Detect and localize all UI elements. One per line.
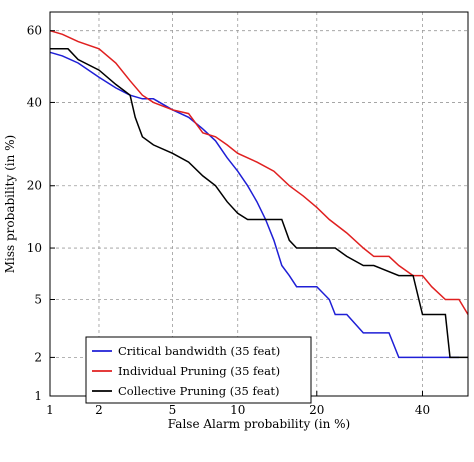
y-tick-label: 10 xyxy=(27,241,42,255)
x-tick-label: 5 xyxy=(169,403,177,417)
x-tick-label: 10 xyxy=(230,403,245,417)
series-line-3 xyxy=(50,48,468,359)
x-tick-label: 40 xyxy=(415,403,430,417)
x-axis-label: False Alarm probability (in %) xyxy=(168,417,350,431)
legend-entry-2: Individual Pruning (35 feat) xyxy=(118,364,280,378)
x-tick-label: 2 xyxy=(95,403,103,417)
y-tick-label: 20 xyxy=(27,179,42,193)
series-lines xyxy=(49,29,469,359)
y-tick-label: 60 xyxy=(27,24,42,38)
y-tick-label: 40 xyxy=(27,95,42,109)
axis-ticks: 1 2 5 10 20 40 1 2 5 10 20 40 60 xyxy=(27,24,430,417)
y-tick-label: 5 xyxy=(34,292,42,306)
y-tick-label: 2 xyxy=(34,350,42,364)
y-tick-label: 1 xyxy=(34,389,42,403)
legend-entry-1: Critical bandwidth (35 feat) xyxy=(118,344,280,358)
legend-box xyxy=(85,336,312,404)
series-line-1 xyxy=(49,51,459,359)
legend: Critical bandwidth (35 feat) Individual P… xyxy=(85,336,312,404)
series-line-2 xyxy=(49,29,469,315)
y-axis-label: Miss probability (in %) xyxy=(3,135,17,274)
x-tick-label: 1 xyxy=(46,403,54,417)
x-tick-label: 20 xyxy=(309,403,324,417)
legend-entry-3: Collective Pruning (35 feat) xyxy=(118,384,280,398)
